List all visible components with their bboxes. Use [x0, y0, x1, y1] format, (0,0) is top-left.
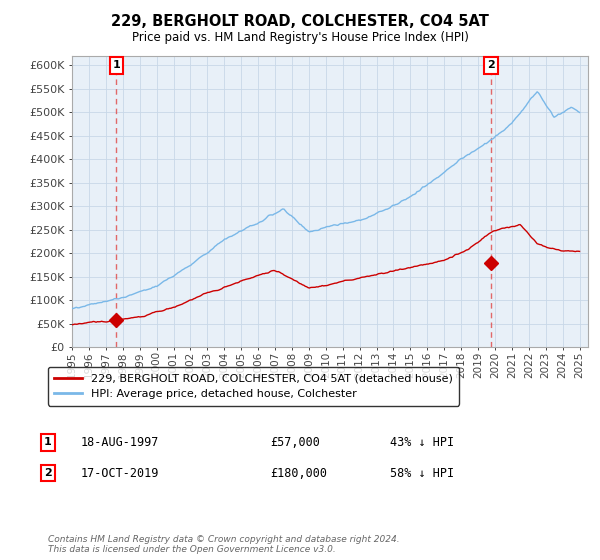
- Text: 17-OCT-2019: 17-OCT-2019: [81, 466, 160, 480]
- Text: Contains HM Land Registry data © Crown copyright and database right 2024.
This d: Contains HM Land Registry data © Crown c…: [48, 535, 400, 554]
- Legend: 229, BERGHOLT ROAD, COLCHESTER, CO4 5AT (detached house), HPI: Average price, de: 229, BERGHOLT ROAD, COLCHESTER, CO4 5AT …: [47, 367, 460, 405]
- Text: 2: 2: [44, 468, 52, 478]
- Text: 229, BERGHOLT ROAD, COLCHESTER, CO4 5AT: 229, BERGHOLT ROAD, COLCHESTER, CO4 5AT: [111, 14, 489, 29]
- Text: 58% ↓ HPI: 58% ↓ HPI: [390, 466, 454, 480]
- Text: 2: 2: [488, 60, 495, 71]
- Text: £180,000: £180,000: [270, 466, 327, 480]
- Text: Price paid vs. HM Land Registry's House Price Index (HPI): Price paid vs. HM Land Registry's House …: [131, 31, 469, 44]
- Text: 18-AUG-1997: 18-AUG-1997: [81, 436, 160, 449]
- Text: £57,000: £57,000: [270, 436, 320, 449]
- Text: 1: 1: [113, 60, 121, 71]
- Text: 1: 1: [44, 437, 52, 447]
- Text: 43% ↓ HPI: 43% ↓ HPI: [390, 436, 454, 449]
